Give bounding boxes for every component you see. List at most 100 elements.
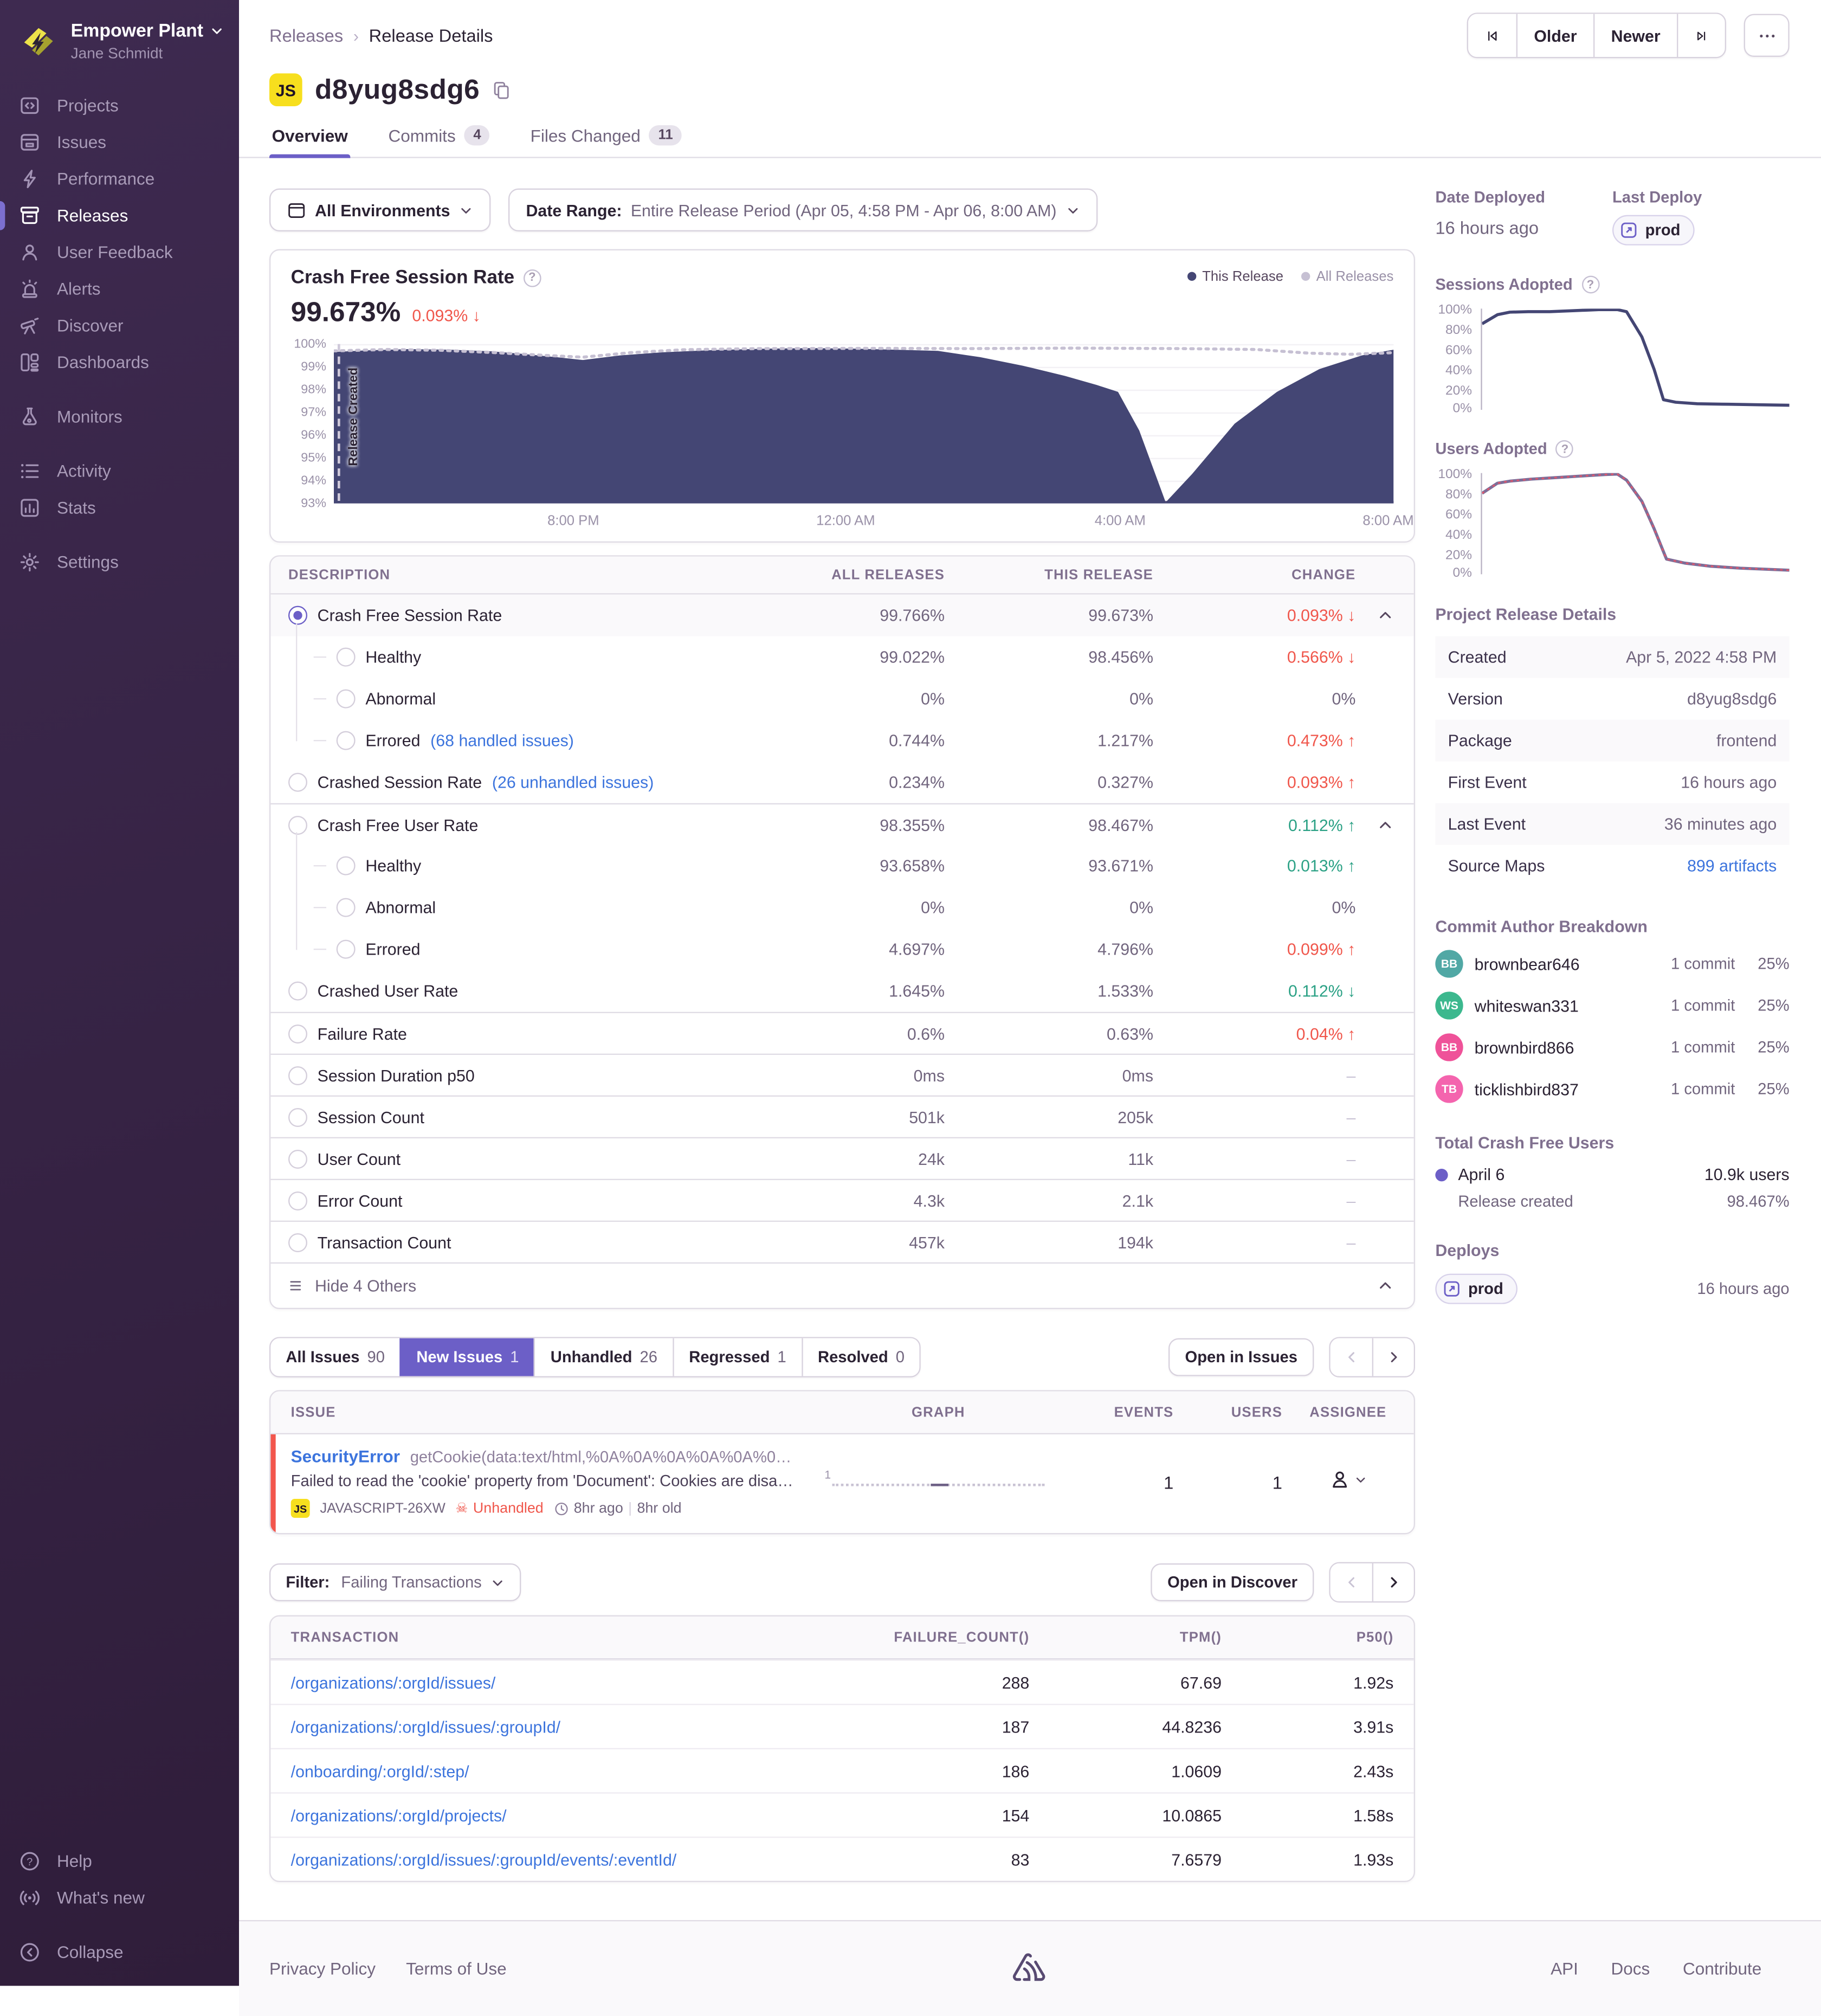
table-row[interactable]: Session Duration p50 0ms 0ms – [270,1053,1414,1096]
tab-overview[interactable]: Overview [269,123,351,158]
sidebar-item-performance[interactable]: Performance [0,160,239,197]
legend-all-releases[interactable]: All Releases [1301,269,1393,285]
table-row[interactable]: Abnormal 0% 0% 0% [270,678,1413,720]
table-row[interactable]: Abnormal 0% 0% 0% [270,887,1413,929]
sidebar-item-issues[interactable]: Issues [0,124,239,161]
transaction-link[interactable]: /onboarding/:orgId/:step/ [290,1761,469,1781]
radio[interactable] [288,772,307,792]
sidebar-item-monitors[interactable]: Monitors [0,398,239,435]
open-in-discover-button[interactable]: Open in Discover [1151,1563,1314,1601]
radio[interactable] [288,981,307,1001]
table-row[interactable]: Crash Free Session Rate 99.766% 99.673% 0… [270,594,1414,636]
radio[interactable] [288,1107,307,1126]
tab-unhandled[interactable]: Unhandled 26 [534,1338,673,1376]
radio[interactable] [288,815,307,834]
open-in-issues-button[interactable]: Open in Issues [1168,1338,1314,1376]
docs-link[interactable]: Docs [1611,1959,1650,1979]
sidebar-item-projects[interactable]: Projects [0,87,239,124]
sidebar-item-alerts[interactable]: Alerts [0,270,239,307]
newest-button[interactable] [1676,14,1725,57]
radio[interactable] [288,1065,307,1085]
radio[interactable] [288,1023,307,1043]
sidebar-item-dashboards[interactable]: Dashboards [0,344,239,381]
sidebar-item-discover[interactable]: Discover [0,307,239,344]
help-circle-icon[interactable]: ? [1581,275,1599,294]
table-row[interactable]: Healthy 99.022% 98.456% 0.566% ↓ [270,636,1413,678]
deploy-env-badge[interactable]: prod [1612,215,1695,246]
chevron-up-icon[interactable] [1377,607,1393,623]
transactions-filter-selector[interactable]: Filter: Failing Transactions [269,1563,521,1601]
hide-others-button[interactable]: Hide 4 Others [270,1262,1414,1308]
issue-row[interactable]: SecurityError getCookie(data:text/html,%… [270,1434,1413,1533]
radio[interactable] [336,939,356,959]
table-row[interactable]: Errored 4.697% 4.796% 0.099% ↑ [270,929,1413,970]
breadcrumb-releases[interactable]: Releases [269,25,344,46]
sidebar-item-settings[interactable]: Settings [0,544,239,581]
radio[interactable] [288,1190,307,1210]
radio[interactable] [336,856,356,875]
sidebar-item-user-feedback[interactable]: User Feedback [0,234,239,271]
chevron-up-icon[interactable] [1377,816,1393,833]
sidebar-item-help[interactable]: ? Help [0,1842,239,1879]
table-row[interactable]: Healthy 93.658% 93.671% 0.013% ↑ [270,845,1413,887]
prev-page-button[interactable] [1330,1338,1372,1376]
oldest-button[interactable] [1468,14,1516,57]
sidebar-item-collapse[interactable]: Collapse [0,1933,239,1970]
environment-selector[interactable]: All Environments [269,188,491,231]
radio[interactable] [336,731,356,750]
table-row[interactable]: Crashed User Rate 1.645% 1.533% 0.112% ↓ [270,970,1413,1012]
transaction-link[interactable]: /organizations/:orgId/projects/ [290,1805,507,1825]
sidebar-item-whats-new[interactable]: What's new [0,1879,239,1916]
table-row[interactable]: /organizations/:orgId/issues/ 288 67.69 … [270,1659,1414,1704]
source-maps-link[interactable]: 899 artifacts [1687,856,1777,875]
prev-page-button[interactable] [1330,1563,1372,1601]
copy-icon[interactable] [493,80,512,99]
table-row[interactable]: /onboarding/:orgId/:step/ 186 1.0609 2.4… [270,1748,1414,1793]
radio[interactable] [288,1232,307,1252]
newer-button[interactable]: Newer [1593,14,1677,57]
chevron-up-icon[interactable] [1377,1278,1393,1294]
api-link[interactable]: API [1551,1959,1578,1979]
assignee-selector[interactable] [1329,1468,1367,1490]
table-row[interactable]: Session Count 501k 205k – [270,1095,1414,1137]
radio[interactable] [336,647,356,667]
unhandled-issues-link[interactable]: (26 unhandled issues) [492,772,654,792]
tab-regressed[interactable]: Regressed 1 [672,1338,802,1376]
next-page-button[interactable] [1372,1338,1414,1376]
table-row[interactable]: Errored (68 handled issues) 0.744% 1.217% … [270,720,1413,762]
table-row[interactable]: /organizations/:orgId/issues/:groupId/ 1… [270,1703,1414,1748]
tab-commits[interactable]: Commits 4 [386,123,493,157]
transaction-link[interactable]: /organizations/:orgId/issues/:groupId/ev… [290,1850,677,1869]
tab-resolved[interactable]: Resolved 0 [801,1338,920,1376]
radio[interactable] [288,1149,307,1168]
privacy-policy-link[interactable]: Privacy Policy [269,1959,376,1979]
radio-selected[interactable] [288,606,307,625]
table-row[interactable]: Error Count 4.3k 2.1k – [270,1178,1414,1221]
table-row[interactable]: /organizations/:orgId/issues/:groupId/ev… [270,1836,1414,1881]
tab-new-issues[interactable]: New Issues 1 [399,1338,534,1376]
tab-files-changed[interactable]: Files Changed 11 [528,123,685,157]
radio[interactable] [336,689,356,709]
sidebar-item-stats[interactable]: Stats [0,489,239,526]
table-row[interactable]: Crash Free User Rate 98.355% 98.467% 0.11… [270,803,1414,845]
table-row[interactable]: Transaction Count 457k 194k – [270,1220,1414,1263]
more-actions-button[interactable] [1743,14,1790,57]
table-row[interactable]: User Count 24k 11k – [270,1137,1414,1179]
table-row[interactable]: Failure Rate 0.6% 0.63% 0.04% ↑ [270,1012,1414,1054]
org-switcher[interactable]: Empower Plant Jane Schmidt [0,0,239,69]
contribute-link[interactable]: Contribute [1682,1959,1762,1979]
help-circle-icon[interactable]: ? [523,268,541,287]
deploy-env-badge[interactable]: prod [1435,1273,1518,1304]
transaction-link[interactable]: /organizations/:orgId/issues/ [290,1672,496,1692]
legend-this-release[interactable]: This Release [1187,269,1283,285]
radio[interactable] [336,898,356,917]
older-button[interactable]: Older [1516,14,1593,57]
table-row[interactable]: /organizations/:orgId/projects/ 154 10.0… [270,1792,1414,1837]
terms-link[interactable]: Terms of Use [406,1959,507,1979]
sidebar-item-releases[interactable]: Releases [0,197,239,234]
issue-title-link[interactable]: SecurityError [290,1447,401,1466]
tab-all-issues[interactable]: All Issues 90 [270,1338,400,1376]
next-page-button[interactable] [1372,1563,1414,1601]
date-range-selector[interactable]: Date Range: Entire Release Period (Apr 0… [508,188,1097,231]
table-row[interactable]: Crashed Session Rate (26 unhandled issues… [270,762,1413,803]
